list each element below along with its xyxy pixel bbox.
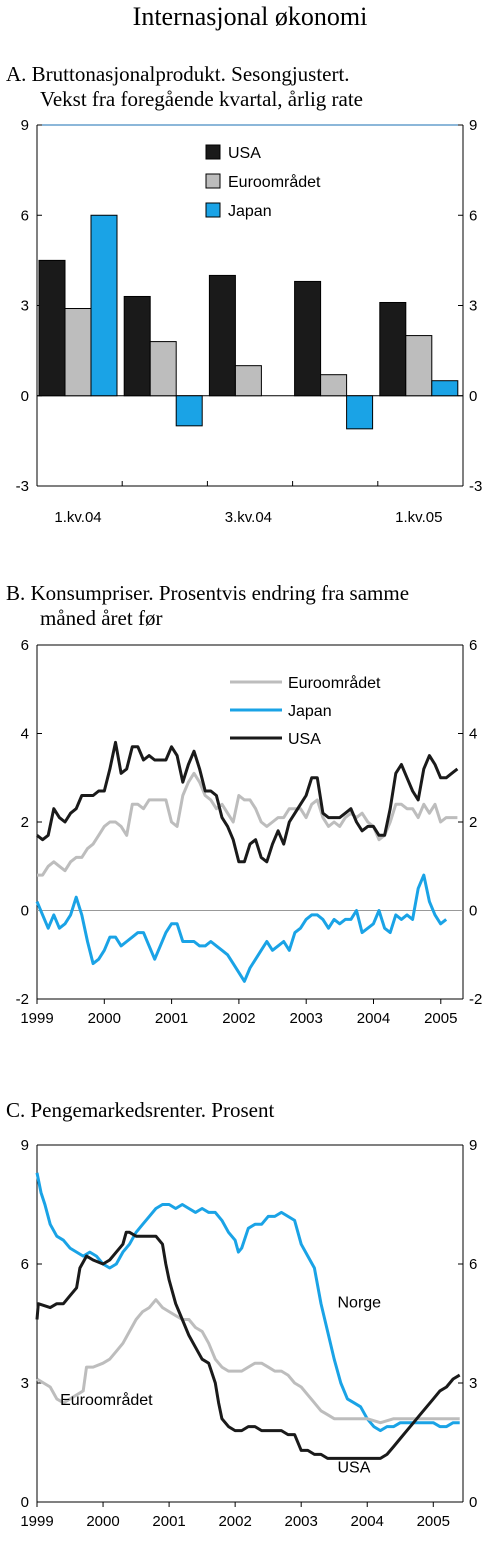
bar-euroomradet-3-kv-04 — [234, 365, 262, 397]
chart-c-ytick-left-label: 9 — [21, 1137, 29, 1154]
panel-a-title-line1: A. Bruttonasjonalprodukt. Sesongjustert. — [6, 62, 350, 86]
bar-usa-1-kv-05 — [379, 301, 407, 397]
chart-a-xtick-label: 1.kv.05 — [395, 509, 442, 526]
legend-label-japan: Japan — [288, 703, 332, 720]
legend-label-usa: USA — [288, 731, 321, 748]
chart-c: 9 9 6 6 3 3 0 0 1999 2000 2001 2002 2003 2004 2005 Norg… — [20, 1137, 477, 1530]
chart-c-ytick-right-label: 0 — [469, 1494, 477, 1511]
chart-c-ytick-left-label: 6 — [21, 1256, 29, 1273]
chart-c-xtick-label: 2004 — [351, 1513, 384, 1530]
chart-a: 9 9 6 6 3 3 0 0 -3 -3 1.kv.04 3.kv.04 1.kv.05 USA Euro… — [16, 117, 483, 526]
chart-b-xtick-label: 2003 — [290, 1010, 323, 1027]
bar-japan-1-kv-04 — [90, 214, 118, 397]
bar-euroomradet-1-kv-04 — [64, 308, 92, 397]
bar-euroomradet-4-kv-04 — [320, 374, 348, 397]
chart-a-ytick-right-label: 6 — [469, 207, 477, 224]
chart-a-ytick-right-label: 0 — [469, 388, 477, 405]
panel-c-title-line1: C. Pengemarkedsrenter. Prosent — [6, 1098, 275, 1122]
chart-c-ytick-left-label: 3 — [21, 1375, 29, 1392]
legend-label-usa: USA — [228, 145, 261, 162]
bar-japan-1-kv-05 — [431, 380, 459, 397]
legend-swatch-euroomradet — [205, 173, 221, 189]
bar-usa-2-kv-04 — [123, 295, 151, 397]
chart-a-ytick-left-label: 9 — [21, 117, 29, 134]
panel-b-title-line2: måned året før — [40, 606, 163, 630]
line-usa — [36, 740, 459, 864]
chart-c-xtick-label: 1999 — [20, 1513, 53, 1530]
chart-c-xtick-label: 2005 — [417, 1513, 450, 1530]
chart-b-xtick-label: 2004 — [357, 1010, 390, 1027]
chart-b-ytick-right-label: 2 — [469, 814, 477, 831]
bar-usa-1-kv-04 — [38, 259, 66, 397]
chart-c-ytick-right-label: 9 — [469, 1137, 477, 1154]
chart-b-ytick-left-label: 2 — [21, 814, 29, 831]
bar-euroomradet-2-kv-04 — [149, 341, 177, 397]
chart-b-ytick-left-label: -2 — [16, 991, 29, 1008]
chart-a-ytick-left-label: 3 — [21, 298, 29, 315]
chart-a-xtick-label: 1.kv.04 — [54, 509, 101, 526]
chart-b-ytick-right-label: 6 — [469, 637, 477, 654]
chart-b-ytick-right-label: 4 — [469, 726, 477, 743]
bar-usa-4-kv-04 — [294, 280, 322, 397]
series-label-norge: Norge — [338, 1295, 382, 1312]
chart-a-ytick-right-label: -3 — [469, 478, 482, 495]
series-label-usa: USA — [338, 1459, 371, 1476]
panel-b-title: B. Konsumpriser. Prosentvis endring fra … — [6, 581, 496, 631]
chart-c-xtick-label: 2001 — [152, 1513, 185, 1530]
chart-b-ytick-left-label: 6 — [21, 637, 29, 654]
line-euroomradet — [36, 1298, 460, 1425]
series-label-euroomradet: Euroområdet — [60, 1391, 153, 1409]
chart-b-xtick-label: 1999 — [20, 1010, 53, 1027]
bar-euroomradet-1-kv-05 — [405, 335, 433, 397]
chart-b-ytick-right-label: -2 — [469, 991, 482, 1008]
chart-b-ytick-left-label: 4 — [21, 726, 29, 743]
bar-japan-2-kv-04 — [175, 395, 203, 427]
chart-a-ytick-left-label: -3 — [16, 478, 29, 495]
chart-b-xtick-label: 2005 — [424, 1010, 457, 1027]
line-japan — [35, 873, 448, 983]
chart-c-xtick-label: 2003 — [284, 1513, 317, 1530]
chart-a-ytick-left-label: 0 — [21, 388, 29, 405]
chart-b: 6 6 4 4 2 2 0 0 -2 -2 1999 2000 2001 2002 2003 2004 2005… — [16, 637, 483, 1027]
bar-japan-4-kv-04 — [346, 395, 374, 430]
legend-label-japan: Japan — [228, 203, 272, 220]
legend-swatch-usa — [205, 144, 221, 160]
panel-b-title-line1: B. Konsumpriser. Prosentvis endring fra … — [6, 581, 410, 605]
legend-swatch-japan — [205, 202, 221, 218]
chart-c-ytick-left-label: 0 — [21, 1494, 29, 1511]
chart-a-xtick-label: 3.kv.04 — [225, 509, 272, 526]
line-usa — [35, 1230, 461, 1460]
chart-a-ytick-right-label: 9 — [469, 117, 477, 134]
chart-c-ytick-right-label: 6 — [469, 1256, 477, 1273]
chart-b-xtick-label: 2000 — [88, 1010, 121, 1027]
chart-b-xtick-label: 2002 — [222, 1010, 255, 1027]
bar-usa-3-kv-04 — [208, 274, 236, 397]
chart-c-xtick-label: 2002 — [218, 1513, 251, 1530]
panel-a-title: A. Bruttonasjonalprodukt. Sesongjustert.… — [6, 62, 496, 112]
page-title: Internasjonal økonomi — [132, 2, 368, 31]
chart-b-xtick-label: 2001 — [155, 1010, 188, 1027]
chart-a-ytick-right-label: 3 — [469, 298, 477, 315]
chart-b-ytick-left-label: 0 — [21, 903, 29, 920]
legend-label-euroomradet: Euroområdet — [228, 173, 321, 191]
panel-a-title-line2: Vekst fra foregående kvartal, årlig rate — [40, 87, 363, 111]
chart-b-ytick-right-label: 0 — [469, 903, 477, 920]
panel-c-title: C. Pengemarkedsrenter. Prosent — [6, 1098, 496, 1123]
chart-c-ytick-right-label: 3 — [469, 1375, 477, 1392]
legend-label-euroomradet: Euroområdet — [288, 674, 381, 692]
chart-c-xtick-label: 2000 — [86, 1513, 119, 1530]
chart-a-ytick-left-label: 6 — [21, 207, 29, 224]
